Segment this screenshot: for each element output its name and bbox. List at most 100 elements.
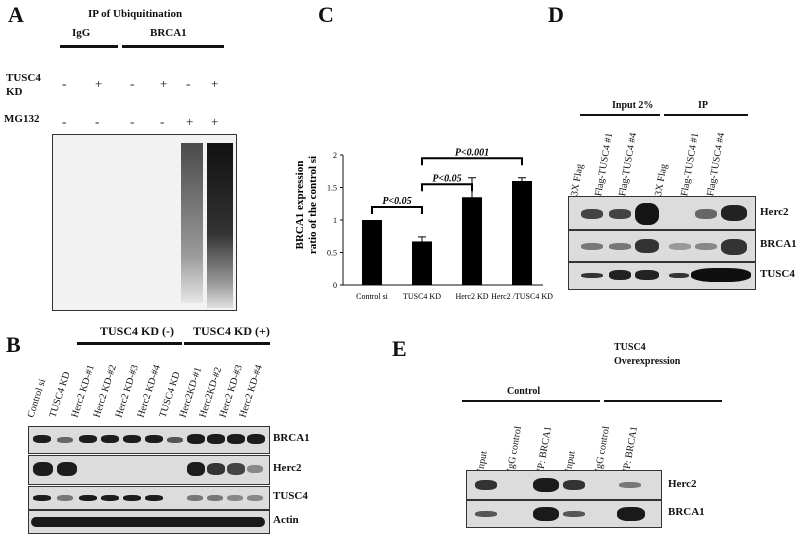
- band: [207, 463, 225, 475]
- panel-a-label: A: [8, 2, 24, 27]
- band: [101, 495, 119, 501]
- band: [57, 495, 73, 501]
- band: [167, 437, 183, 443]
- panel-a-sign: -: [160, 114, 165, 129]
- bar: [512, 181, 532, 285]
- band: [57, 437, 73, 443]
- panel-d-group-ip: IP: [698, 100, 708, 111]
- panel-e-blot-brca1: [466, 500, 662, 528]
- bar: [462, 197, 482, 285]
- band: [609, 270, 631, 280]
- panel-e-lane-label: IgG control: [505, 425, 525, 473]
- significance-bracket: [371, 206, 423, 214]
- band: [33, 462, 53, 476]
- panel-a-group-igg: IgG: [72, 27, 91, 39]
- panel-a-row1-label-2: KD: [6, 86, 23, 98]
- band: [721, 205, 747, 221]
- y-tick-label: 0: [333, 281, 337, 290]
- panel-b-blot-brca1: [28, 426, 270, 454]
- band: [145, 435, 163, 443]
- panel-b-row-label: Actin: [273, 514, 299, 526]
- panel-b-pos-bar: [184, 342, 270, 345]
- panel-a-sign: -: [95, 114, 100, 129]
- panel-b-row-label: BRCA1: [273, 432, 310, 444]
- x-tick-label: Herc2 /TUSC4 KD: [491, 292, 553, 301]
- panel-b-blot-tusc4: [28, 486, 270, 510]
- panel-e-label: E: [392, 336, 407, 361]
- band: [695, 243, 717, 250]
- panel-a-sign: -: [130, 114, 135, 129]
- band: [695, 209, 717, 219]
- band: [533, 507, 559, 521]
- panel-a-sign: +: [211, 114, 219, 129]
- panel-d-row-label: BRCA1: [760, 238, 797, 250]
- bar: [412, 241, 432, 285]
- band: [669, 243, 691, 250]
- band: [619, 482, 641, 488]
- band: [227, 434, 245, 444]
- panel-a-sign: -: [62, 76, 67, 91]
- band: [475, 511, 497, 517]
- panel-d-blot-herc2: [568, 196, 756, 230]
- panel-b-row-label: TUSC4: [273, 490, 308, 502]
- panel-d-lane-label: Flag-TUSC4 #1: [679, 131, 702, 197]
- panel-d-blot-brca1: [568, 230, 756, 262]
- panel-a-sign: +: [211, 76, 219, 91]
- panel-b-group-neg: TUSC4 KD (-): [100, 324, 174, 338]
- panel-d-input-bar: [580, 114, 660, 116]
- panel-e-row-label: Herc2: [668, 478, 697, 490]
- significance-label: P<0.001: [455, 147, 489, 158]
- band: [581, 243, 603, 250]
- panel-a-sign: +: [160, 76, 168, 91]
- band: [207, 495, 223, 501]
- panel-b-neg-bar: [77, 342, 182, 345]
- significance-label: P<0.05: [432, 173, 461, 184]
- band: [123, 495, 141, 501]
- smear: [207, 143, 233, 308]
- band: [79, 495, 97, 501]
- panel-a-ubiquitination-blot: [52, 134, 237, 311]
- band: [187, 434, 205, 444]
- band: [33, 495, 51, 501]
- x-tick-label: Herc2 KD: [455, 292, 488, 301]
- band: [721, 239, 747, 255]
- panel-d-row-label: Herc2: [760, 206, 789, 218]
- y-tick-label: 2: [333, 151, 337, 160]
- panel-c-bar-chart: BRCA1 expression ratio of the control si…: [294, 147, 553, 301]
- band: [247, 495, 263, 501]
- band: [247, 465, 263, 473]
- band: [31, 517, 265, 527]
- x-tick-label: Control si: [356, 292, 389, 301]
- panel-a-row1-label-1: TUSC4: [6, 72, 41, 84]
- panel-a-brca1-bar: [122, 45, 224, 48]
- band: [79, 435, 97, 443]
- band: [57, 462, 77, 476]
- panel-d-row-label: TUSC4: [760, 268, 795, 280]
- panel-e-lane-label: IP: BRCA1: [621, 425, 641, 473]
- panel-d-lane-label: 3X Flag: [569, 163, 586, 197]
- panel-b-label: B: [6, 332, 21, 357]
- band: [145, 495, 163, 501]
- band: [187, 462, 205, 476]
- panel-a-sign: -: [186, 76, 191, 91]
- band: [533, 478, 559, 492]
- panel-d-ip-bar: [664, 114, 748, 116]
- panel-d-label: D: [548, 2, 564, 27]
- panel-a-sign: -: [130, 76, 135, 91]
- band: [635, 270, 659, 280]
- band: [227, 463, 245, 475]
- panel-e-control-bar: [462, 400, 600, 402]
- panel-c-label: C: [318, 2, 334, 27]
- panel-d-lane-label: Flag-TUSC4 #1: [593, 131, 616, 197]
- panel-e-row-label: BRCA1: [668, 506, 705, 518]
- panel-d-lane-label: Flag-TUSC4 #4: [617, 131, 640, 197]
- y-tick-label: 1: [333, 216, 337, 225]
- panel-b-lane-label: Control si: [25, 377, 49, 419]
- y-tick-label: 0.5: [327, 249, 337, 258]
- panel-d-blot-tusc4: [568, 262, 756, 290]
- panel-d-lane-label: 3X Flag: [653, 163, 670, 197]
- panel-e-group2-line2: Overexpression: [614, 356, 681, 367]
- y-axis-label-1: BRCA1 expression: [294, 161, 306, 250]
- panel-e-lane-label: IP: BRCA1: [535, 425, 555, 473]
- band: [247, 434, 265, 444]
